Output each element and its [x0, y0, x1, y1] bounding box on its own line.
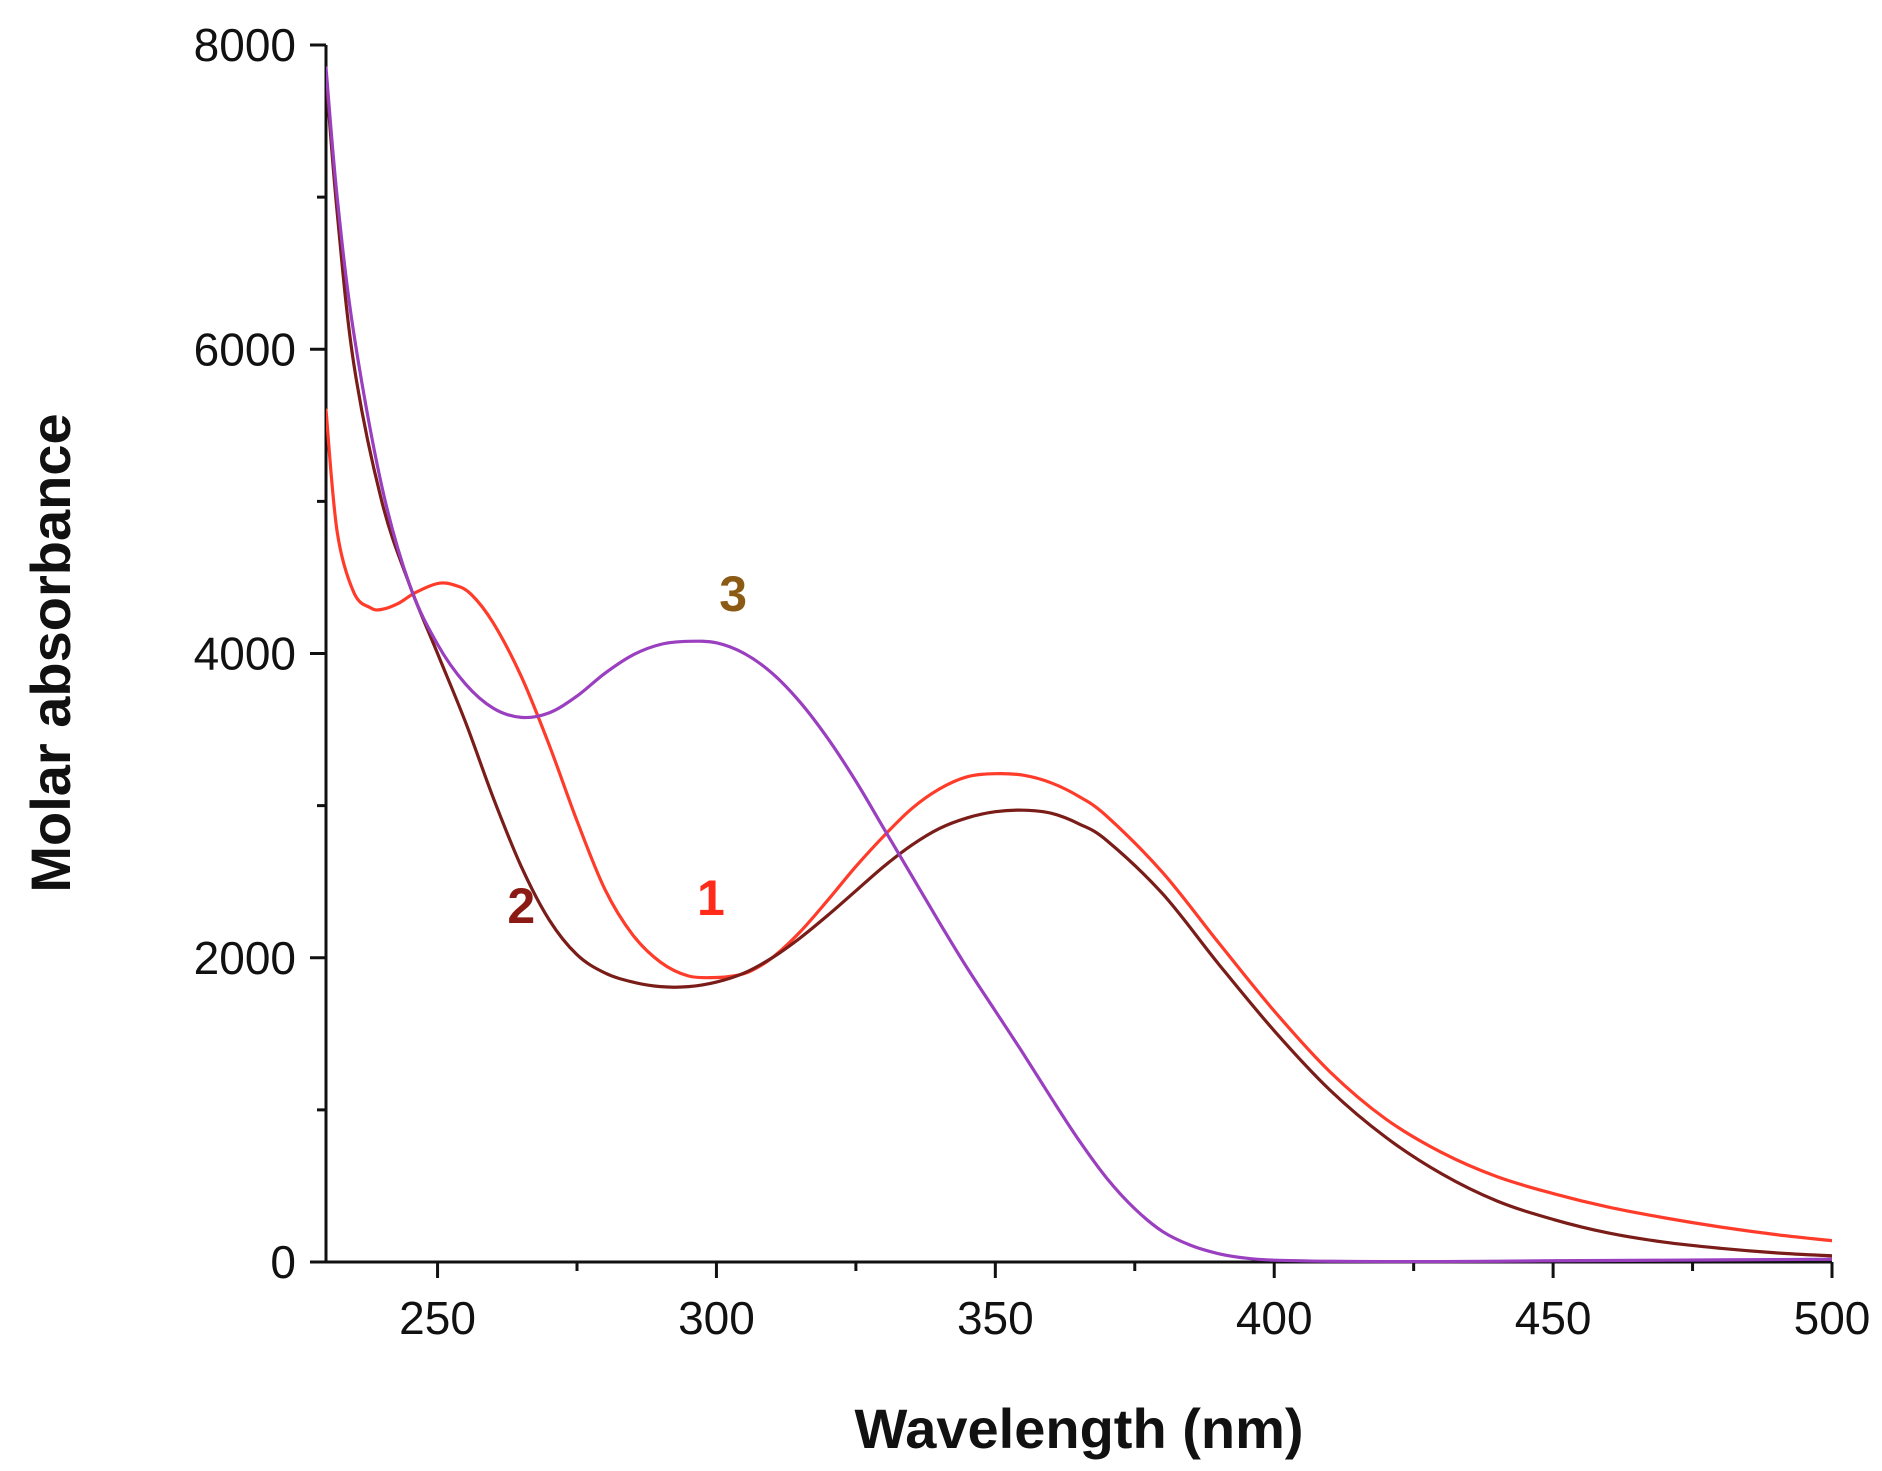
x-tick-label: 450	[1515, 1292, 1592, 1344]
tick-labels: 250 300 350 400 450 500 0 2000 4000 6000 8000	[194, 19, 1871, 1344]
y-tick-label: 0	[270, 1236, 296, 1288]
series-label-2: 2	[507, 878, 535, 934]
series-group	[326, 66, 1832, 1264]
y-tick-label: 4000	[194, 628, 296, 680]
series-label-3: 3	[719, 566, 747, 622]
x-tick-label: 400	[1236, 1292, 1313, 1344]
series-line-2	[326, 73, 1832, 1258]
x-tick-label: 250	[399, 1292, 476, 1344]
x-tick-label: 350	[957, 1292, 1034, 1344]
y-axis-title: Molar absorbance	[19, 413, 82, 892]
axes	[324, 45, 1832, 1264]
x-tick-label: 500	[1794, 1292, 1871, 1344]
x-axis-title: Wavelength (nm)	[854, 1397, 1303, 1460]
ticks	[310, 43, 1834, 1278]
x-tick-label: 300	[678, 1292, 755, 1344]
y-tick-label: 2000	[194, 932, 296, 984]
y-tick-label: 8000	[194, 19, 296, 71]
series-labels: 1 2 3	[507, 566, 747, 934]
series-line-1	[326, 408, 1832, 1243]
series-label-1: 1	[697, 870, 725, 926]
series-line-3	[326, 66, 1832, 1264]
y-tick-label: 6000	[194, 323, 296, 375]
